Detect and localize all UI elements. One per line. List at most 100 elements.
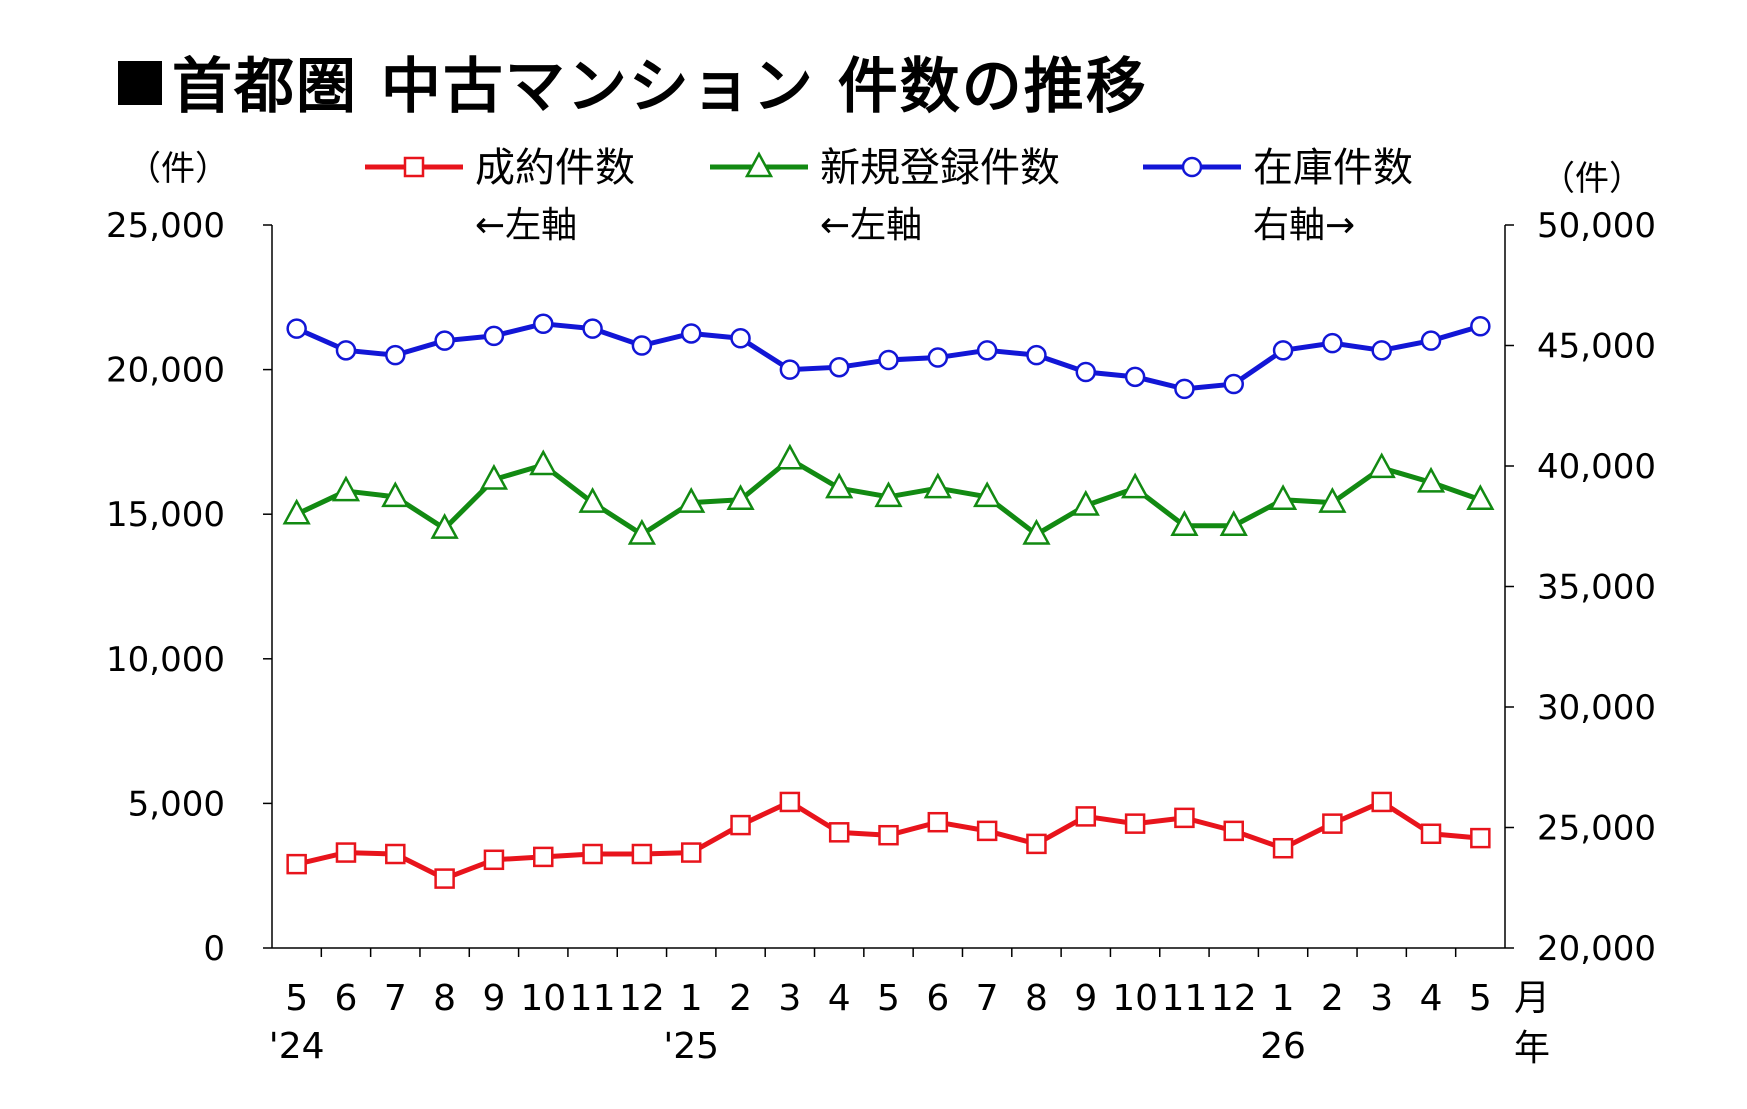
left-axis-tick-label: 15,000 xyxy=(106,495,225,535)
series-1-point xyxy=(1420,823,1442,845)
series-1-point xyxy=(1470,827,1491,849)
series-1-point xyxy=(878,824,899,846)
series-1-point xyxy=(533,846,554,868)
series-1-point xyxy=(335,842,357,863)
legend-label-3: 在庫件数 xyxy=(1253,145,1413,191)
series-3-point xyxy=(927,347,949,368)
series-2-point xyxy=(529,449,558,476)
series-3-point xyxy=(533,313,554,335)
left-axis-tick-label: 0 xyxy=(203,929,225,969)
series-1-point xyxy=(779,791,801,813)
legend-label-1: 成約件数 xyxy=(475,145,635,191)
series-2-point xyxy=(1022,518,1051,545)
series-3-point xyxy=(1470,315,1491,337)
x-axis-tick-label: 8 xyxy=(1025,978,1048,1019)
series-2-point xyxy=(1268,484,1298,510)
series-2-point xyxy=(1367,452,1396,479)
x-axis-tick-label: 5 xyxy=(1469,978,1492,1019)
x-axis-tick-label: 4 xyxy=(828,978,851,1019)
right-axis-tick-label: 35,000 xyxy=(1537,568,1656,608)
series-3-point xyxy=(631,335,653,356)
series-3-point xyxy=(286,318,307,339)
series-2-point xyxy=(381,481,410,508)
series-1-point xyxy=(385,843,406,865)
x-axis-month-suffix: 月 xyxy=(1514,978,1550,1019)
series-2-point xyxy=(775,443,804,470)
series-1-point xyxy=(730,814,751,836)
right-axis-tick-label: 50,000 xyxy=(1537,206,1656,246)
x-axis-tick-label: 10 xyxy=(1112,978,1158,1019)
series-2-point xyxy=(282,498,311,525)
series-2-point xyxy=(1170,510,1199,537)
right-axis-tick-label: 45,000 xyxy=(1537,327,1656,367)
series-3-point xyxy=(385,344,406,366)
right-axis-unit-label: （件） xyxy=(1541,159,1643,199)
x-axis-tick-label: 1 xyxy=(680,978,703,1019)
series-1-point xyxy=(1223,820,1244,842)
legend-axis-note-2: ←左軸 xyxy=(820,205,922,246)
x-axis-tick-label: 9 xyxy=(1074,978,1097,1019)
right-axis-tick-label: 30,000 xyxy=(1537,688,1656,728)
series-3-point xyxy=(1272,340,1294,361)
chart-title-block: 首都圏 中古マンション 件数の推移 xyxy=(118,38,1148,125)
series-3-point xyxy=(730,328,751,349)
series-3-point xyxy=(976,340,998,361)
left-axis-tick-label: 25,000 xyxy=(106,206,225,246)
series-2-point xyxy=(1120,472,1150,499)
series-2-point xyxy=(578,487,607,513)
series-2-point xyxy=(874,481,903,508)
series-3-point xyxy=(434,330,455,351)
x-axis-tick-label: 2 xyxy=(1321,978,1344,1019)
x-axis-tick-label: 12 xyxy=(619,978,665,1019)
legend-marker-1 xyxy=(403,156,425,178)
x-axis-tick-label: 7 xyxy=(976,978,999,1019)
series-3-point xyxy=(1174,378,1195,400)
series-1-point xyxy=(483,849,505,871)
series-3-point xyxy=(878,349,899,371)
right-axis-tick-label: 20,000 xyxy=(1537,929,1656,969)
series-3-point xyxy=(1124,366,1146,388)
x-axis-tick-label: 11 xyxy=(1162,978,1208,1019)
x-axis-tick-label: 3 xyxy=(778,978,801,1019)
left-axis-tick-label: 20,000 xyxy=(106,351,225,391)
series-1-point xyxy=(582,843,603,865)
x-axis-tick-label: 11 xyxy=(570,978,616,1019)
left-axis-tick-label: 10,000 xyxy=(106,640,225,680)
x-axis-tick-label: 6 xyxy=(335,978,358,1019)
series-3-point xyxy=(1223,373,1244,395)
x-axis-tick-label: 12 xyxy=(1211,978,1257,1019)
left-axis-unit-label: （件） xyxy=(127,149,229,189)
series-2-point xyxy=(1219,510,1248,537)
legend-marker-2 xyxy=(744,151,774,178)
x-axis-year-suffix: 年 xyxy=(1514,1028,1550,1069)
x-axis-tick-label: 7 xyxy=(384,978,407,1019)
legend-axis-note-3: 右軸→ xyxy=(1253,205,1355,246)
x-axis-tick-label: 10 xyxy=(520,978,566,1019)
x-axis-tick-label: 1 xyxy=(1272,978,1295,1019)
series-1-point xyxy=(1272,837,1294,859)
series-1-point xyxy=(927,811,949,833)
series-1-point xyxy=(680,842,702,863)
x-axis-year-label: '24 xyxy=(269,1026,325,1067)
series-3-point xyxy=(1075,361,1097,383)
series-3-point xyxy=(1420,330,1442,351)
series-1-point xyxy=(434,868,455,889)
series-3-point xyxy=(779,359,801,380)
series-1-point xyxy=(1371,791,1392,813)
left-axis-tick-label: 5,000 xyxy=(128,784,225,824)
x-axis-tick-label: 2 xyxy=(729,978,752,1019)
right-axis-tick-label: 40,000 xyxy=(1537,447,1656,487)
x-axis-tick-label: 3 xyxy=(1370,978,1393,1019)
series-2-point xyxy=(430,513,459,539)
series-2-point xyxy=(1318,487,1347,513)
x-axis-year-label: 26 xyxy=(1260,1026,1306,1067)
x-axis-tick-label: 8 xyxy=(433,978,456,1019)
chart-title: 首都圏 中古マンション 件数の推移 xyxy=(172,52,1148,122)
right-axis-tick-label: 25,000 xyxy=(1537,809,1656,849)
legend-axis-note-1: ←左軸 xyxy=(475,205,577,246)
series-1-point xyxy=(1026,833,1047,855)
series-1-point xyxy=(286,853,307,875)
series-2-point xyxy=(677,487,706,513)
